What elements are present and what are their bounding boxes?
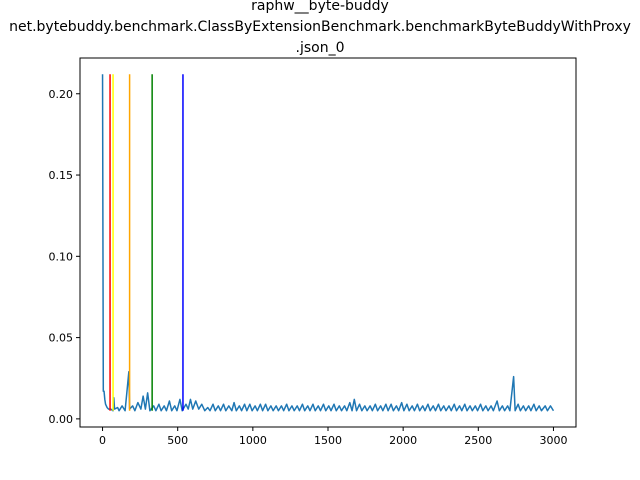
x-tick-label: 2000 (389, 434, 417, 447)
chart-title-line-3: .json_0 (296, 40, 345, 56)
axes-frame (79, 57, 577, 428)
y-tick-label: 0.10 (49, 250, 74, 263)
y-axis-ticks: 0.00 0.05 0.10 0.15 0.20 (49, 88, 80, 426)
y-tick-label: 0.20 (49, 88, 74, 101)
chart-title-line-1: raphw__byte-buddy (251, 0, 389, 14)
x-tick-label: 1000 (239, 434, 267, 447)
x-tick-label: 1500 (314, 434, 342, 447)
chart-title-line-2: net.bytebuddy.benchmark.ClassByExtension… (9, 19, 631, 35)
x-tick-label: 500 (167, 434, 188, 447)
x-axis-ticks: 0 500 1000 1500 2000 2500 3000 (99, 427, 567, 447)
chart-title: raphw__byte-buddy net.bytebuddy.benchmar… (9, 0, 631, 56)
series-line-0 (101, 74, 555, 412)
y-tick-label: 0.05 (49, 332, 74, 345)
x-tick-label: 3000 (539, 434, 567, 447)
y-tick-label: 0.00 (49, 413, 74, 426)
y-tick-label: 0.15 (49, 169, 74, 182)
threshold-lines (109, 74, 184, 411)
x-tick-label: 2500 (464, 434, 492, 447)
series-layer (101, 74, 555, 412)
x-tick-label: 0 (99, 434, 106, 447)
